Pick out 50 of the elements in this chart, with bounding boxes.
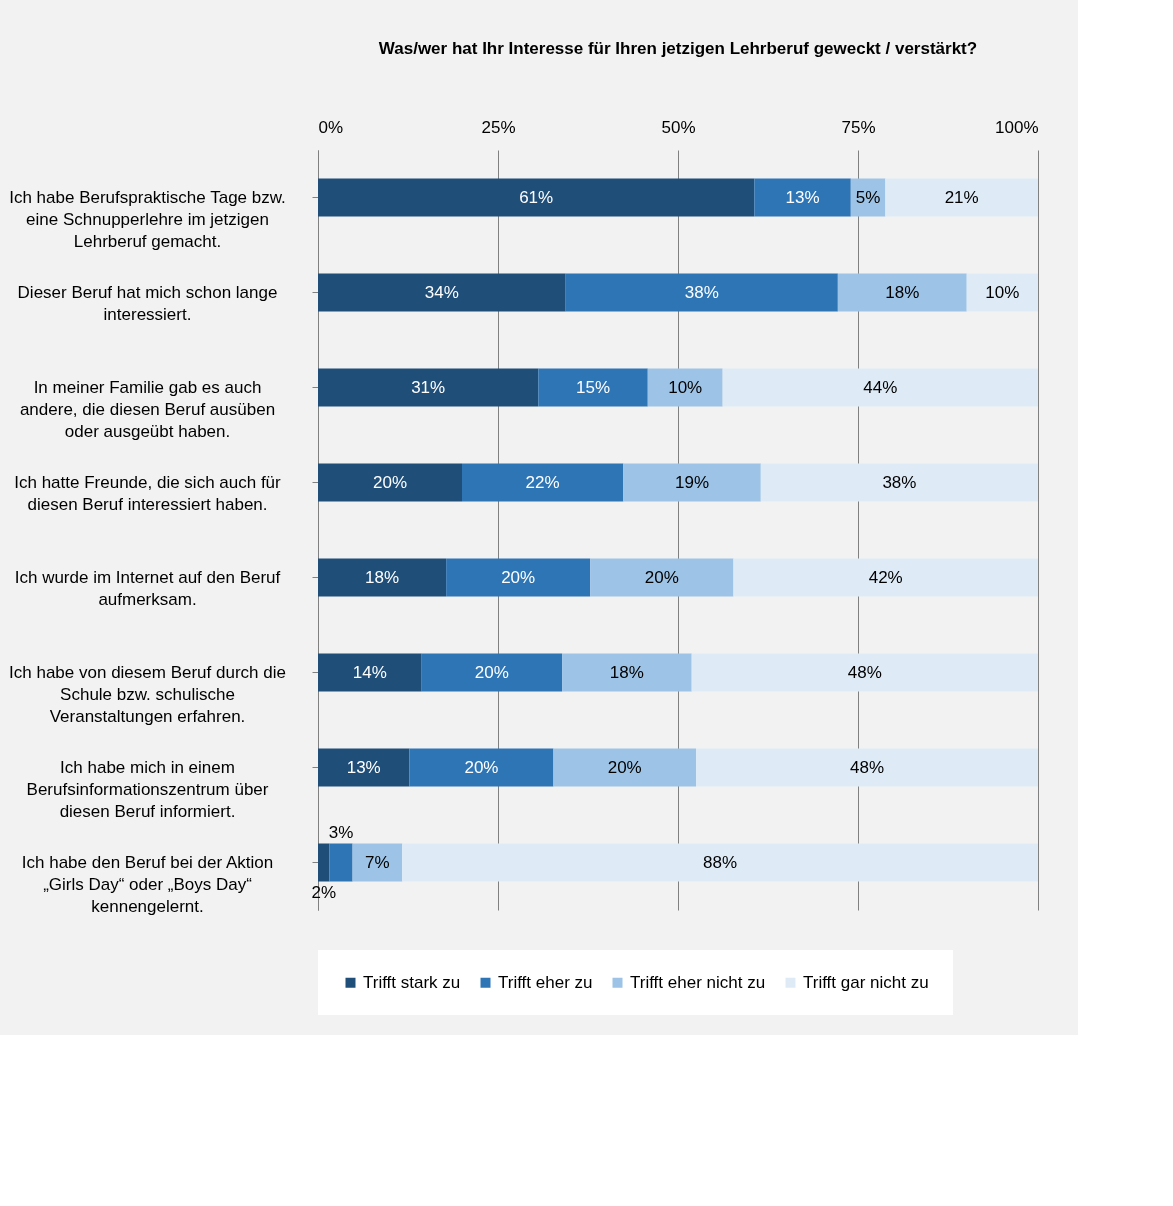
data-label: 13% xyxy=(346,757,381,777)
legend-label: Trifft eher zu xyxy=(498,972,593,992)
y-tick-label: Ich habe von diesem Beruf durch die Schule bzw. schulische Veranstaltungen erfahren. xyxy=(9,662,286,726)
data-label: 19% xyxy=(675,472,710,492)
y-tick-label: Dieser Beruf hat mich schon lange interessiert. xyxy=(17,282,278,324)
data-label: 38% xyxy=(882,472,917,492)
y-tick-label: In meiner Familie gab es auch andere, die diesen Beruf ausüben oder ausgeübt haben. xyxy=(19,377,276,441)
data-label: 88% xyxy=(703,852,738,872)
data-label: 48% xyxy=(849,757,885,777)
legend-label: Trifft eher nicht zu xyxy=(630,972,766,992)
x-tick-label: 50% xyxy=(661,117,696,137)
data-label: 48% xyxy=(847,662,882,682)
data-label: 20% xyxy=(607,757,642,777)
chart-title: Was/wer hat Ihr Interesse für Ihren jetzigen Lehrberuf geweckt / verstärkt? xyxy=(378,39,978,58)
data-label: 18% xyxy=(365,567,400,587)
data-label: 18% xyxy=(609,662,644,682)
data-label: 15% xyxy=(576,377,611,397)
x-tick-label: 100% xyxy=(995,117,1039,137)
legend-label: Trifft stark zu xyxy=(363,972,461,992)
data-label: 13% xyxy=(785,187,820,207)
y-tick-label: Ich wurde im Internet auf den Beruf aufmerksam. xyxy=(14,567,281,609)
data-label: 3% xyxy=(328,822,354,842)
data-label: 31% xyxy=(411,377,446,397)
x-tick-label: 75% xyxy=(841,117,876,137)
x-tick-label: 25% xyxy=(481,117,516,137)
data-label: 44% xyxy=(863,377,898,397)
y-tick-label: Ich hatte Freunde, die sich auch für diesen Beruf interessiert haben. xyxy=(14,472,282,514)
y-tick-label: Ich habe mich in einem Berufsinformationszentrum über diesen Beruf informiert. xyxy=(26,757,269,821)
y-tick-label: Ich habe den Beruf bei der Aktion „Girls Day“ oder „Boys Day“ kennengelernt. xyxy=(21,852,274,916)
data-label: 10% xyxy=(668,377,703,397)
data-label: 22% xyxy=(525,472,560,492)
data-label: 38% xyxy=(684,282,719,302)
data-label: 21% xyxy=(944,187,979,207)
data-label: 20% xyxy=(464,757,499,777)
data-label: 10% xyxy=(985,282,1020,302)
legend-label: Trifft gar nicht zu xyxy=(803,972,929,992)
data-label: 5% xyxy=(855,187,881,207)
data-label: 2% xyxy=(311,882,337,902)
data-label: 14% xyxy=(352,662,387,682)
data-label: 42% xyxy=(868,567,903,587)
data-label: 34% xyxy=(424,282,459,302)
data-label: 18% xyxy=(885,282,920,302)
data-label: 20% xyxy=(501,567,536,587)
y-tick-label: Ich habe Berufspraktische Tage bzw. eine Schnupperlehre im jetzigen Lehrberuf gemacht. xyxy=(9,187,286,251)
data-label: 20% xyxy=(474,662,509,682)
data-label: 7% xyxy=(365,852,390,872)
data-label: 61% xyxy=(519,187,554,207)
data-label: 20% xyxy=(372,472,408,492)
data-label: 20% xyxy=(644,567,679,587)
x-tick-label: 0% xyxy=(318,117,344,137)
